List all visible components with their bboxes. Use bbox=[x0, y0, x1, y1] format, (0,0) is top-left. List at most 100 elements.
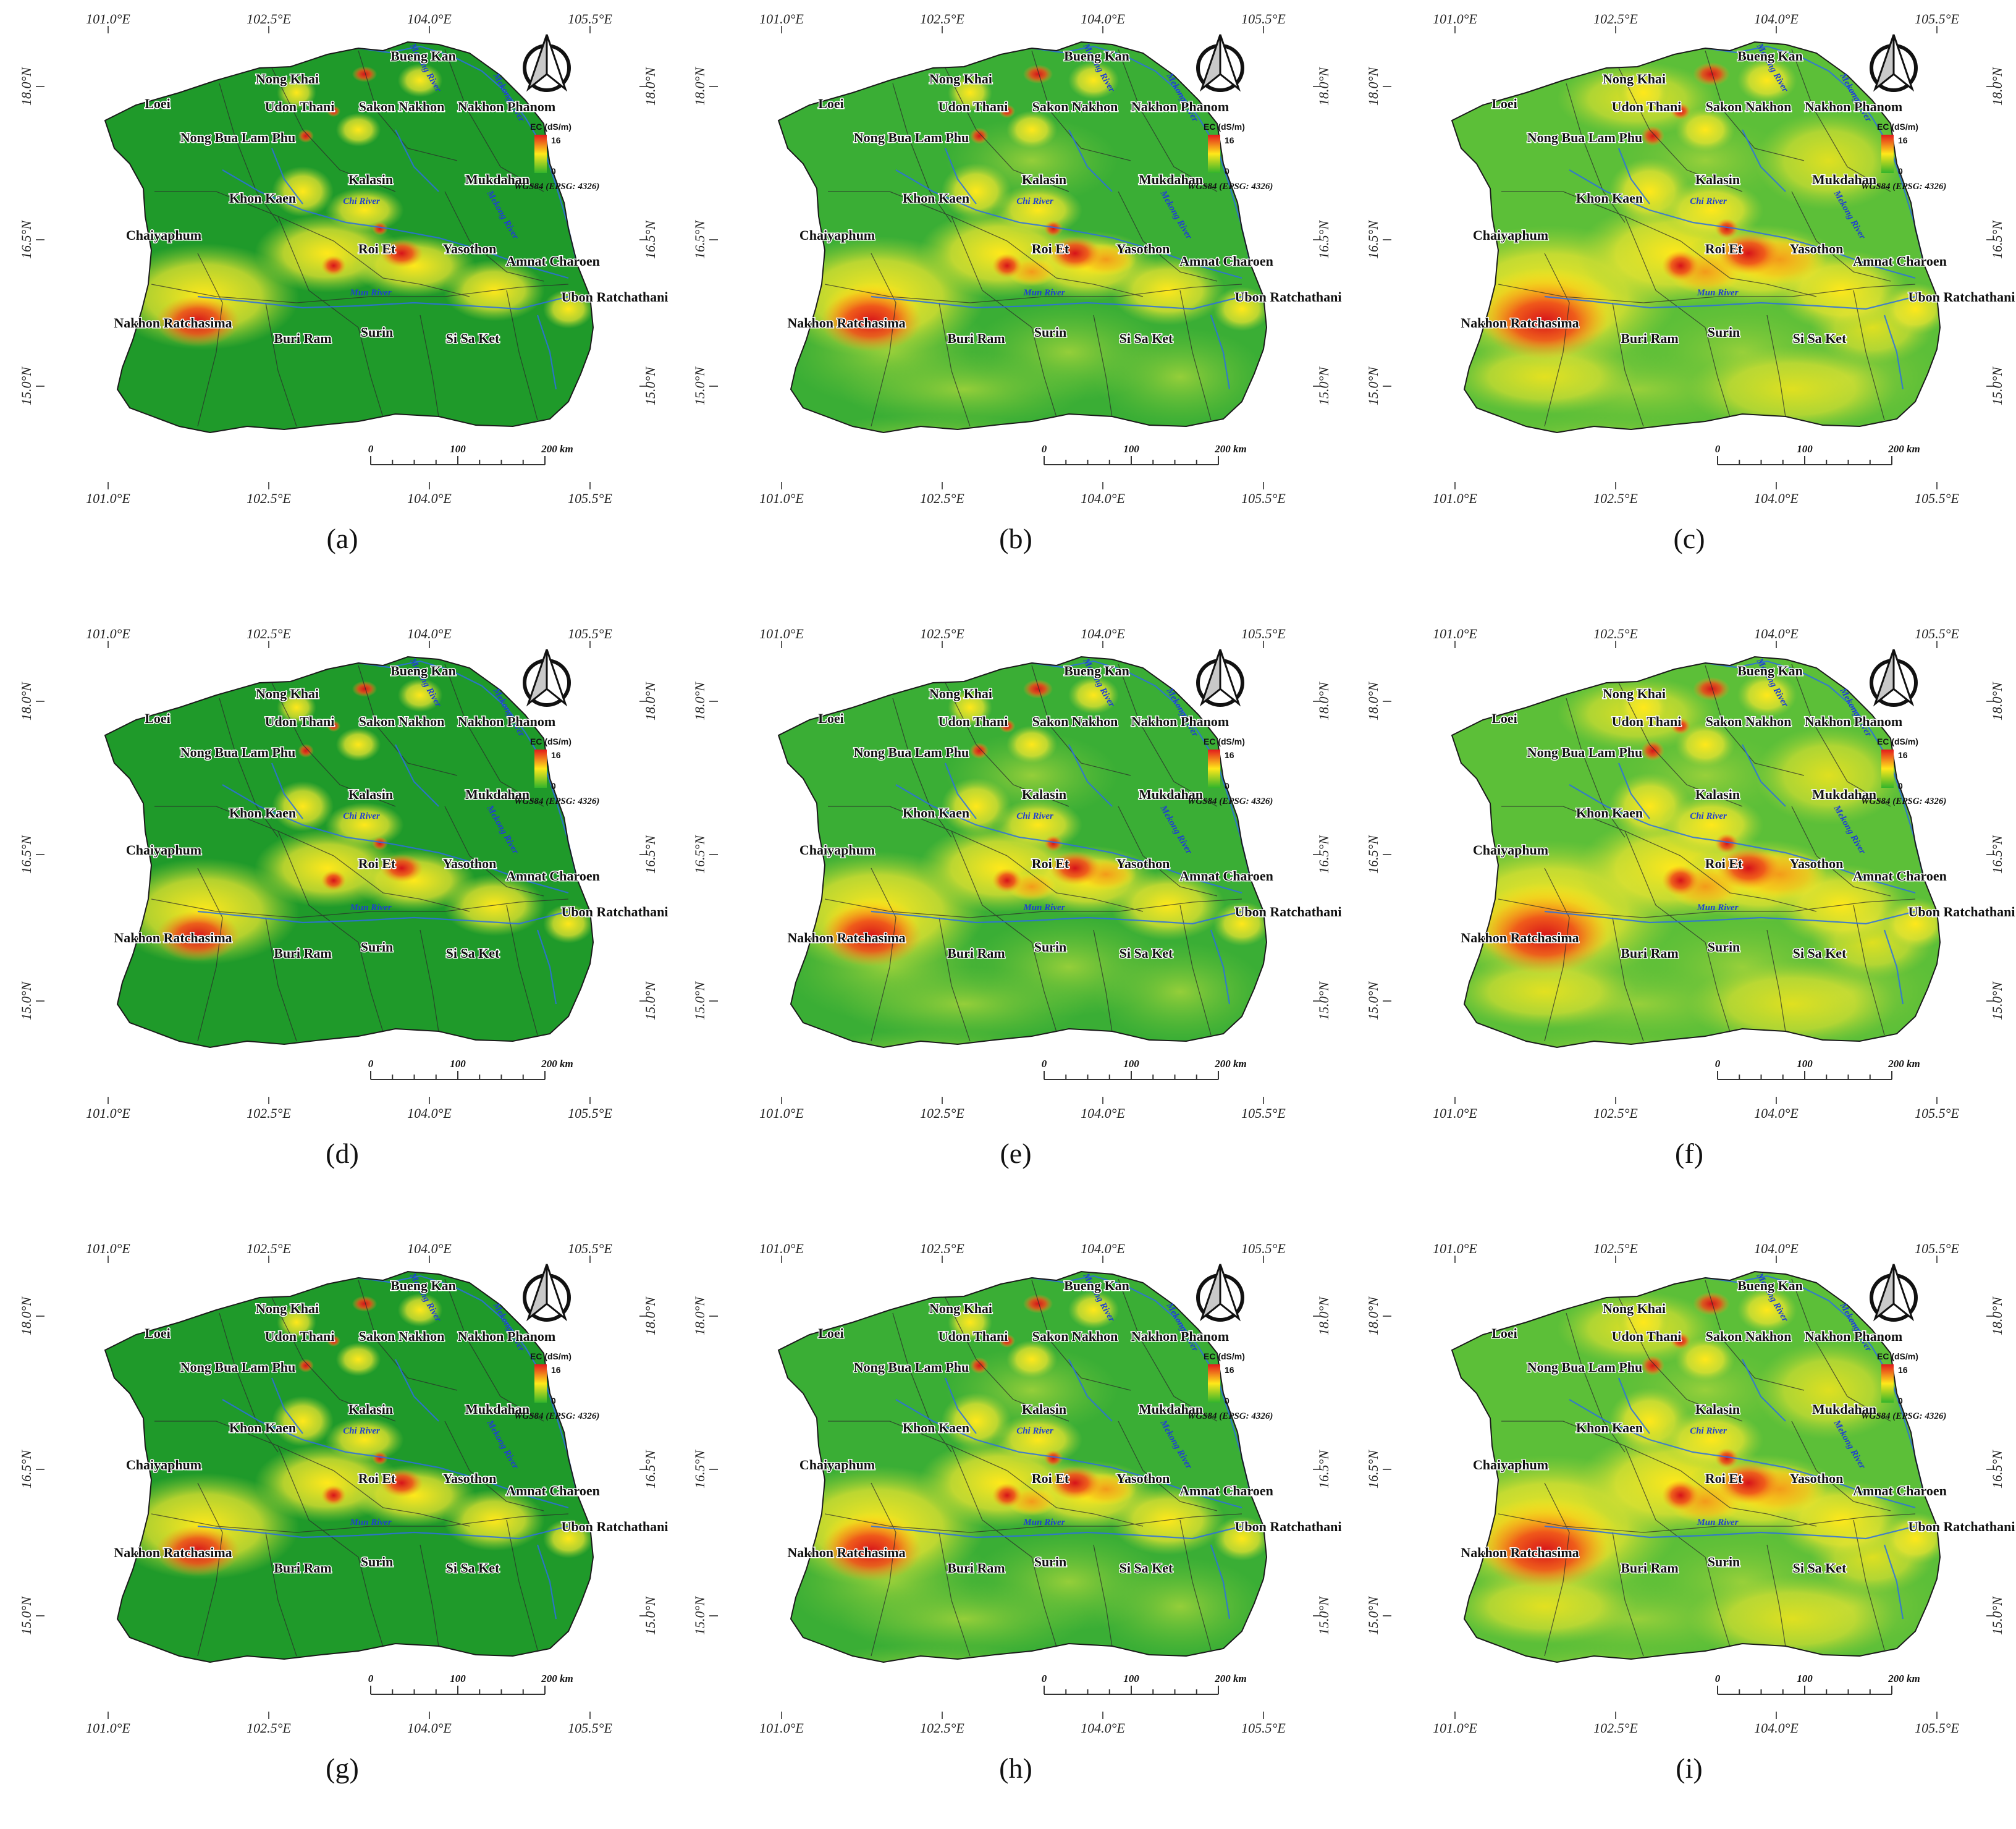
province-label: Roi Et bbox=[358, 856, 396, 871]
scale-bar bbox=[1044, 456, 1219, 465]
province-label: Surin bbox=[361, 939, 394, 955]
province-label: Khon Kaen bbox=[903, 805, 969, 821]
legend-max-label: 16 bbox=[1898, 750, 1908, 760]
province-label: Ubon Ratchathani bbox=[562, 1519, 668, 1534]
longitude-tick-label: 101.0°E bbox=[759, 491, 804, 506]
province-label: Ubon Ratchathani bbox=[1908, 904, 2015, 919]
longitude-tick-label: 104.0°E bbox=[1754, 1241, 1799, 1256]
scale-bar-label: 0 bbox=[1715, 443, 1721, 455]
province-label: Buri Ram bbox=[947, 945, 1005, 961]
river-label: Mun River bbox=[1696, 288, 1738, 298]
longitude-tick-label: 105.5°E bbox=[568, 491, 612, 506]
scale-bar-label: 100 bbox=[450, 1673, 466, 1684]
province-label: Nong Khai bbox=[256, 1301, 319, 1316]
province-label: Nong Bua Lam Phu bbox=[854, 130, 969, 145]
province-label: Roi Et bbox=[1705, 241, 1743, 256]
province-label: Surin bbox=[1708, 1554, 1740, 1569]
province-label: Ubon Ratchathani bbox=[1235, 904, 1342, 919]
river-network bbox=[1544, 45, 1924, 390]
province-label: Mukdahan bbox=[465, 787, 529, 802]
ec-map-panel: 101.0°E 101.0°E 102.5°E 102.5°E 104.0°E 104.0… bbox=[1359, 621, 2016, 1214]
legend-title: EC (dS/m) bbox=[1204, 122, 1245, 132]
region-outline bbox=[1451, 1270, 1941, 1663]
legend-max-label: 16 bbox=[1898, 1365, 1908, 1375]
longitude-tick-label: 105.5°E bbox=[1241, 1720, 1286, 1736]
scale-bar bbox=[370, 456, 546, 465]
province-label: Surin bbox=[361, 324, 394, 340]
longitude-tick-label: 101.0°E bbox=[1433, 1720, 1477, 1736]
province-borders bbox=[824, 664, 1242, 1042]
longitude-tick-label: 102.5°E bbox=[1593, 491, 1638, 506]
province-label: Bueng Kan bbox=[1737, 48, 1803, 64]
longitude-tick-label: 105.5°E bbox=[568, 626, 612, 641]
province-label: Loei bbox=[1491, 96, 1517, 111]
ec-map-panel: 101.0°E 101.0°E 102.5°E 102.5°E 104.0°E 104.0… bbox=[686, 6, 1346, 599]
province-label: Buri Ram bbox=[274, 945, 332, 961]
scale-bar-label: 100 bbox=[450, 443, 466, 455]
province-label: Sakon Nakhon bbox=[359, 714, 445, 729]
province-label: Nong Bua Lam Phu bbox=[854, 1359, 969, 1375]
legend-max-label: 16 bbox=[551, 750, 561, 760]
province-label: Yasothon bbox=[1116, 856, 1170, 871]
province-label: Nong Khai bbox=[929, 1301, 992, 1316]
province-label: Nong Khai bbox=[1603, 686, 1666, 701]
legend-max-label: 16 bbox=[551, 1365, 561, 1375]
province-label: Buri Ram bbox=[1621, 945, 1679, 961]
longitude-tick-label: 104.0°E bbox=[1081, 491, 1125, 506]
longitude-tick-label: 102.5°E bbox=[920, 1105, 964, 1121]
latitude-tick-label: 15.0°N bbox=[1365, 366, 1381, 405]
scale-bar-label: 0 bbox=[368, 443, 374, 455]
legend-title: EC (dS/m) bbox=[1204, 1351, 1245, 1361]
province-label: Mukdahan bbox=[1812, 172, 1876, 187]
legend-min-label: 0 bbox=[1898, 1396, 1903, 1406]
province-label: Sakon Nakhon bbox=[1706, 1328, 1792, 1344]
province-label: Sakon Nakhon bbox=[1032, 1328, 1118, 1344]
north-arrow-icon bbox=[523, 1264, 571, 1322]
river-network bbox=[871, 1275, 1251, 1620]
ec-map: 101.0°E 101.0°E 102.5°E 102.5°E 104.0°E 104.0… bbox=[1365, 1241, 2016, 1736]
panel-caption: (i) bbox=[1676, 1752, 1703, 1784]
crs-label: WGS84 (EPSG: 4326) bbox=[514, 796, 599, 806]
province-label: Si Sa Ket bbox=[1793, 945, 1847, 961]
scale-bar-label: 200 km bbox=[1887, 1058, 1920, 1070]
longitude-tick-label: 102.5°E bbox=[1593, 626, 1638, 641]
longitude-tick-label: 101.0°E bbox=[86, 1105, 130, 1121]
longitude-tick-label: 104.0°E bbox=[1754, 626, 1799, 641]
scale-bar-label: 100 bbox=[1123, 443, 1139, 455]
legend-title: EC (dS/m) bbox=[1877, 122, 1918, 132]
region-outline bbox=[104, 1270, 594, 1663]
panel-caption: (d) bbox=[326, 1138, 359, 1169]
province-label: Amnat Charoen bbox=[1853, 868, 1947, 884]
province-borders bbox=[151, 664, 569, 1042]
longitude-tick-label: 104.0°E bbox=[1081, 11, 1125, 27]
province-label: Khon Kaen bbox=[229, 190, 296, 206]
province-borders bbox=[1498, 664, 1916, 1042]
province-label: Loei bbox=[145, 1325, 171, 1341]
province-label: Chaiyaphum bbox=[126, 227, 201, 243]
province-label: Amnat Charoen bbox=[1853, 1483, 1947, 1498]
province-label: Surin bbox=[1034, 939, 1067, 955]
province-label: Kalasin bbox=[348, 1401, 393, 1417]
legend-min-label: 0 bbox=[1898, 781, 1903, 791]
legend-min-label: 0 bbox=[1898, 166, 1903, 176]
ec-map-panel: 101.0°E 101.0°E 102.5°E 102.5°E 104.0°E 104.0… bbox=[12, 621, 672, 1214]
ec-map-panel: 101.0°E 101.0°E 102.5°E 102.5°E 104.0°E 104.0… bbox=[1359, 6, 2016, 599]
province-label: Buri Ram bbox=[274, 1560, 332, 1576]
province-label: Nakhon Phanom bbox=[1131, 1328, 1229, 1344]
province-label: Bueng Kan bbox=[1064, 663, 1129, 678]
province-label: Kalasin bbox=[348, 787, 393, 802]
region-outline bbox=[1451, 656, 1941, 1049]
scale-bar-label: 200 km bbox=[1214, 443, 1246, 455]
longitude-tick-label: 102.5°E bbox=[247, 1241, 291, 1256]
longitude-tick-label: 101.0°E bbox=[759, 626, 804, 641]
scale-bar bbox=[1044, 1071, 1219, 1080]
longitude-tick-label: 102.5°E bbox=[1593, 1720, 1638, 1736]
legend-min-label: 0 bbox=[1225, 781, 1229, 791]
province-borders bbox=[1498, 1278, 1916, 1657]
province-label: Udon Thani bbox=[938, 1328, 1008, 1344]
longitude-tick-label: 101.0°E bbox=[1433, 11, 1477, 27]
province-label: Chaiyaphum bbox=[126, 842, 201, 858]
north-arrow-icon bbox=[1196, 34, 1244, 92]
province-label: Bueng Kan bbox=[1737, 663, 1803, 678]
province-label: Khon Kaen bbox=[903, 190, 969, 206]
